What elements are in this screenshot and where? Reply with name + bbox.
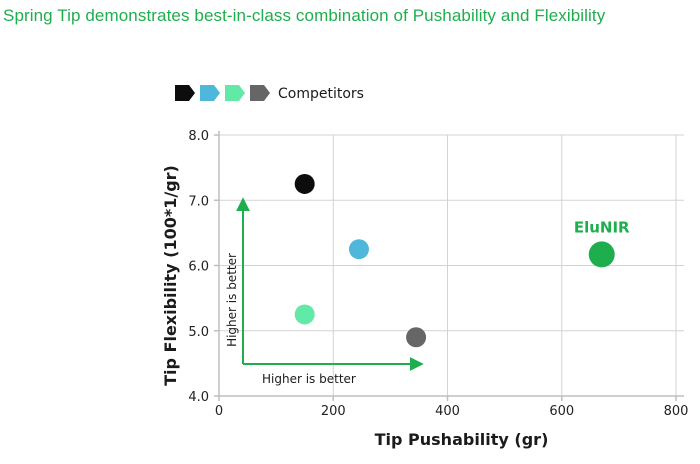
y-tick-label: 8.0 [188, 129, 209, 144]
y-tick-label: 5.0 [188, 325, 209, 340]
tick-labels: 0 200 400 600 800 4.0 5.0 6.0 7.0 8.0 [188, 129, 688, 419]
legend: Competitors [175, 85, 364, 102]
legend-label: Competitors [278, 86, 364, 102]
page-title: Spring Tip demonstrates best-in-class co… [3, 6, 606, 25]
axes [214, 131, 684, 401]
x-tick-label: 0 [215, 404, 223, 419]
grid [219, 134, 684, 396]
y-tick-label: 4.0 [188, 390, 209, 405]
elunir-label: EluNIR [574, 218, 630, 236]
y-axis-title: Tip Flexibility (100*1/gr) [161, 165, 180, 386]
legend-swatch-mint [225, 85, 245, 101]
x-arrow-label: Higher is better [262, 372, 356, 386]
x-tick-label: 800 [664, 404, 689, 419]
competitor-point-3 [294, 304, 315, 325]
x-tick-label: 200 [321, 404, 346, 419]
legend-swatch-black [175, 85, 195, 101]
legend-swatch-gray [250, 85, 270, 101]
legend-swatch-blue [200, 85, 220, 101]
better-arrows: Higher is better Higher is better [225, 197, 424, 386]
competitor-point-4 [406, 327, 427, 348]
competitor-point-1 [294, 173, 315, 194]
x-axis-title: Tip Pushability (gr) [375, 430, 549, 449]
y-tick-label: 7.0 [188, 194, 209, 209]
y-tick-label: 6.0 [188, 260, 209, 275]
data-points: EluNIR [294, 173, 630, 348]
x-tick-label: 600 [549, 404, 574, 419]
competitor-point-2 [348, 239, 369, 260]
x-tick-label: 400 [435, 404, 460, 419]
y-arrow-label: Higher is better [225, 253, 239, 347]
elunir-point [588, 241, 615, 268]
